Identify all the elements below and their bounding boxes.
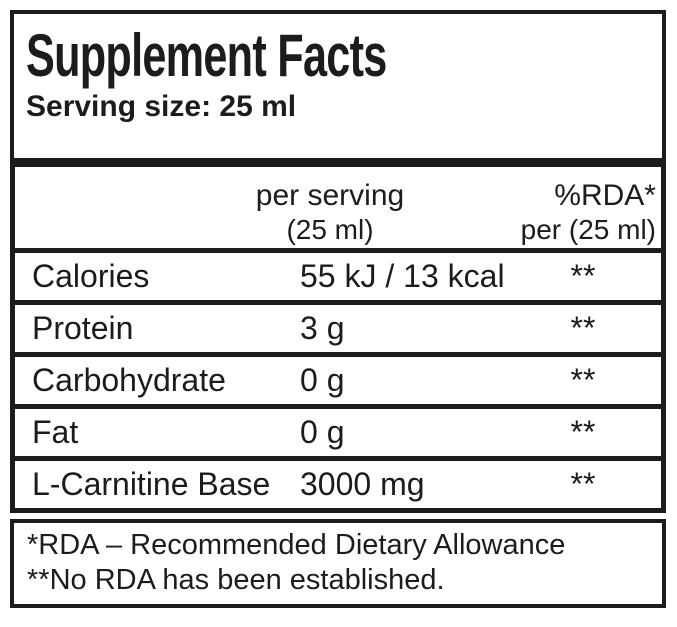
page-title: Supplement Facts bbox=[26, 22, 387, 89]
footnotes-section: *RDA – Recommended Dietary Allowance **N… bbox=[10, 519, 666, 608]
table-row-l-carnitine-base: L-Carnitine Base 3000 mg ** bbox=[15, 461, 661, 508]
nutrient-value: 0 g bbox=[300, 414, 345, 450]
nutrient-value: 55 kJ / 13 kcal bbox=[300, 258, 505, 294]
table-header-row: per serving (25 ml) %RDA* per (25 ml) bbox=[15, 167, 661, 253]
title-section: Supplement Facts Serving size: 25 ml bbox=[10, 10, 666, 162]
header-per-serving-line1: per serving bbox=[255, 179, 405, 212]
header-rda: %RDA* per (25 ml) bbox=[475, 179, 661, 248]
nutrient-value: 3000 mg bbox=[300, 466, 425, 502]
header-rda-line2: per (25 ml) bbox=[520, 214, 656, 245]
footnote-no-rda: **No RDA has been established. bbox=[27, 564, 445, 596]
serving-size-text: Serving size: 25 ml bbox=[26, 90, 297, 123]
nutrient-name: Carbohydrate bbox=[32, 362, 226, 398]
header-rda-line1: %RDA* bbox=[554, 179, 656, 212]
nutrient-rda: ** bbox=[570, 258, 596, 294]
nutrient-rda: ** bbox=[570, 466, 596, 502]
header-spacer bbox=[15, 179, 185, 248]
footnote-rda-definition: *RDA – Recommended Dietary Allowance bbox=[27, 529, 566, 561]
nutrient-name: Fat bbox=[32, 414, 79, 450]
label-body: Supplement Facts Serving size: 25 ml per… bbox=[10, 10, 666, 608]
nutrient-name: Protein bbox=[32, 310, 134, 346]
nutrient-value: 0 g bbox=[300, 362, 345, 398]
table-row-carbohydrate: Carbohydrate 0 g ** bbox=[15, 357, 661, 409]
header-per-serving-line2: (25 ml) bbox=[286, 214, 374, 245]
nutrient-name: L-Carnitine Base bbox=[32, 466, 271, 502]
nutrient-value: 3 g bbox=[300, 310, 345, 346]
table-row-protein: Protein 3 g ** bbox=[15, 305, 661, 357]
nutrient-rda: ** bbox=[570, 362, 596, 398]
nutrient-name: Calories bbox=[32, 258, 150, 294]
table-row-calories: Calories 55 kJ / 13 kcal ** bbox=[15, 253, 661, 305]
nutrient-rda: ** bbox=[570, 414, 596, 450]
header-per-serving: per serving (25 ml) bbox=[185, 179, 475, 248]
table-row-fat: Fat 0 g ** bbox=[15, 409, 661, 461]
facts-table: per serving (25 ml) %RDA* per (25 ml) Ca… bbox=[10, 162, 666, 513]
nutrient-rda: ** bbox=[570, 310, 596, 346]
